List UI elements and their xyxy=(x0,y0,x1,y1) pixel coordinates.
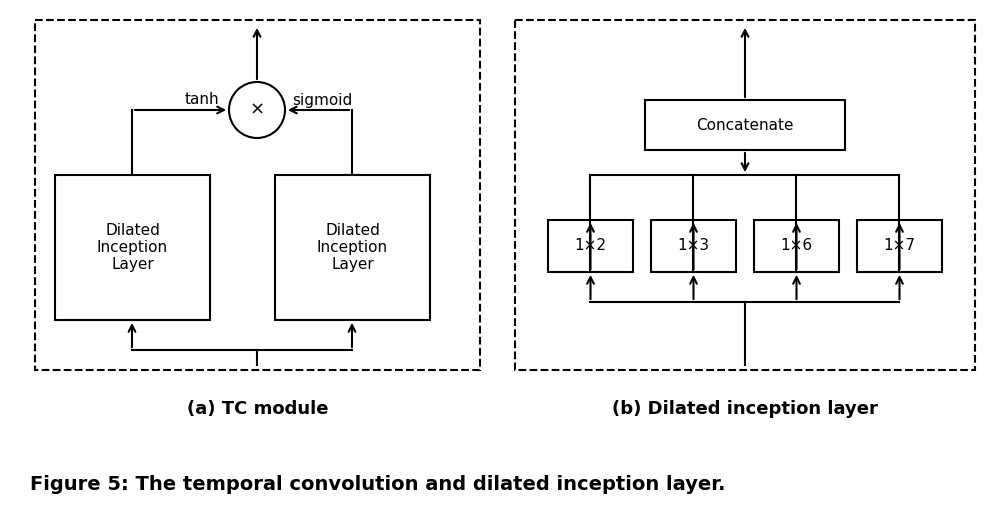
Bar xyxy=(55,175,210,320)
Bar xyxy=(35,20,479,370)
Text: tanh: tanh xyxy=(185,92,219,108)
Text: 1×7: 1×7 xyxy=(883,239,915,253)
Text: ×: × xyxy=(249,101,265,119)
Text: 1×2: 1×2 xyxy=(574,239,606,253)
Circle shape xyxy=(229,82,285,138)
Text: Concatenate: Concatenate xyxy=(695,117,793,132)
Text: (a) TC module: (a) TC module xyxy=(187,400,328,418)
Text: sigmoid: sigmoid xyxy=(292,92,352,108)
Bar xyxy=(275,175,429,320)
Bar xyxy=(644,100,845,150)
Bar xyxy=(515,20,974,370)
Text: (b) Dilated inception layer: (b) Dilated inception layer xyxy=(612,400,877,418)
Text: 1×3: 1×3 xyxy=(677,239,709,253)
Bar xyxy=(650,220,735,272)
Bar xyxy=(753,220,839,272)
Bar xyxy=(857,220,941,272)
Bar xyxy=(548,220,632,272)
Text: Dilated
Inception
Layer: Dilated Inception Layer xyxy=(317,223,388,272)
Text: Figure 5: The temporal convolution and dilated inception layer.: Figure 5: The temporal convolution and d… xyxy=(30,476,725,495)
Text: 1×6: 1×6 xyxy=(779,239,811,253)
Text: Dilated
Inception
Layer: Dilated Inception Layer xyxy=(97,223,168,272)
